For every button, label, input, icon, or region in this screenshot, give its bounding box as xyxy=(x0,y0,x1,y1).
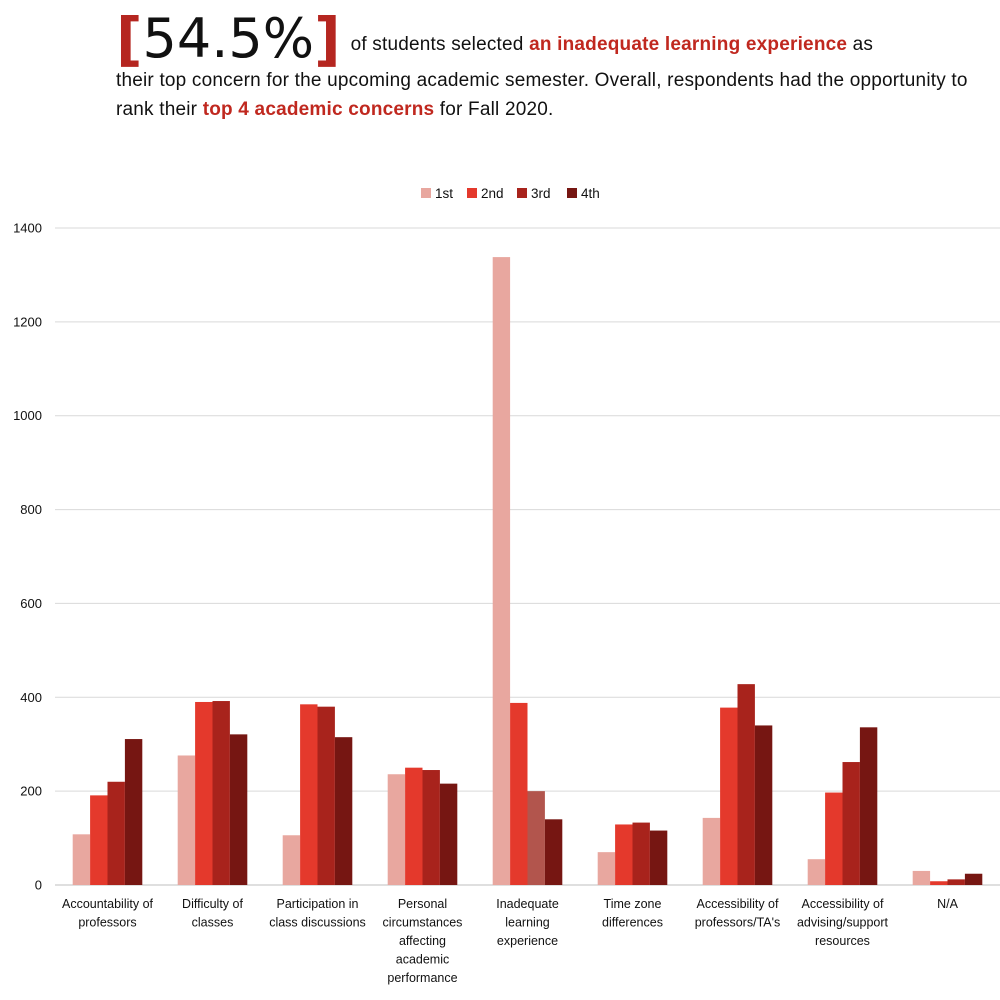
y-tick-label: 800 xyxy=(20,502,42,517)
bar-3rd-7 xyxy=(842,762,860,885)
legend-label-3rd: 3rd xyxy=(531,186,551,201)
x-tick-label: Inadequate xyxy=(496,897,559,911)
headline: [ 54.5% ] of students selected an inadeq… xyxy=(116,4,986,124)
bar-3rd-6 xyxy=(737,684,755,885)
headline-text-b1: as xyxy=(847,34,874,55)
x-tick-label: affecting xyxy=(399,934,446,948)
x-tick-label: Time zone xyxy=(604,897,662,911)
bracket-close: ] xyxy=(314,5,341,73)
bar-4th-0 xyxy=(124,739,143,885)
x-tick-label: Accountability of xyxy=(62,897,154,911)
y-tick-label: 1000 xyxy=(13,408,42,423)
headline-text-c: for Fall 2020. xyxy=(434,99,554,120)
bar-1st-7 xyxy=(807,859,826,885)
x-tick-label: differences xyxy=(602,916,663,930)
headline-body: their top concern for the upcoming acade… xyxy=(116,66,986,124)
bar-3rd-8 xyxy=(947,879,965,885)
headline-highlight-b: top 4 academic concerns xyxy=(202,99,435,120)
bar-4th-7 xyxy=(859,727,878,885)
bar-2nd-2 xyxy=(300,704,318,885)
bar-2nd-4 xyxy=(510,702,528,885)
x-tick-label: circumstances xyxy=(383,916,463,930)
bar-3rd-0 xyxy=(107,781,125,885)
bar-4th-3 xyxy=(439,783,458,885)
bar-2nd-3 xyxy=(405,767,423,885)
bar-4th-2 xyxy=(334,737,353,885)
bar-4th-4 xyxy=(544,819,563,885)
x-tick-label: resources xyxy=(815,934,870,948)
legend-swatch-1st xyxy=(421,188,431,198)
bar-1st-6 xyxy=(702,817,721,885)
x-tick-label: Difficulty of xyxy=(182,897,243,911)
y-tick-label: 1400 xyxy=(13,221,42,236)
y-tick-label: 200 xyxy=(20,784,42,799)
legend-swatch-2nd xyxy=(467,188,477,198)
headline-text-b: their top concern for the upcoming acade… xyxy=(116,70,968,120)
bar-2nd-6 xyxy=(720,707,738,885)
bar-3rd-5 xyxy=(632,822,650,885)
x-tick-label: N/A xyxy=(937,897,959,911)
headline-highlight-a: an inadequate learning experience xyxy=(529,34,848,55)
x-tick-label: Personal xyxy=(398,897,447,911)
legend-label-2nd: 2nd xyxy=(481,186,504,201)
stat-value: 54.5% xyxy=(142,7,315,70)
x-tick-label: learning xyxy=(505,916,550,930)
bar-2nd-7 xyxy=(825,792,843,885)
bar-3rd-4 xyxy=(527,791,545,885)
x-tick-label: experience xyxy=(497,934,558,948)
bar-1st-4 xyxy=(492,257,511,885)
x-tick-label: performance xyxy=(387,971,457,985)
legend-label-1st: 1st xyxy=(435,186,453,201)
bar-1st-8 xyxy=(912,870,931,885)
x-tick-label: academic xyxy=(396,953,450,967)
y-tick-label: 0 xyxy=(35,878,42,893)
legend-swatch-4th xyxy=(567,188,577,198)
y-tick-label: 600 xyxy=(20,596,42,611)
bar-4th-8 xyxy=(964,873,983,885)
bar-1st-5 xyxy=(597,852,616,885)
headline-stat: [ 54.5% ] xyxy=(116,5,341,73)
bar-2nd-1 xyxy=(195,701,213,885)
bar-1st-2 xyxy=(282,835,301,885)
y-tick-label: 1200 xyxy=(13,314,42,329)
x-tick-label: professors xyxy=(78,916,136,930)
x-tick-label: Accessibility of xyxy=(697,897,779,911)
headline-line1: of students selected an inadequate learn… xyxy=(351,30,874,66)
y-tick-label: 400 xyxy=(20,690,42,705)
bar-4th-1 xyxy=(229,734,248,885)
bar-1st-0 xyxy=(72,834,91,885)
bar-3rd-3 xyxy=(422,770,440,885)
bar-2nd-0 xyxy=(90,795,108,885)
legend-swatch-3rd xyxy=(517,188,527,198)
bracket-open: [ xyxy=(116,5,143,73)
x-tick-label: classes xyxy=(192,916,234,930)
x-tick-label: advising/support xyxy=(797,916,889,930)
bar-4th-5 xyxy=(649,830,668,885)
x-tick-label: class discussions xyxy=(269,916,366,930)
headline-text-a: of students selected xyxy=(350,34,530,55)
bar-1st-1 xyxy=(177,755,196,885)
bar-3rd-2 xyxy=(317,706,335,885)
bar-2nd-8 xyxy=(930,881,948,885)
x-tick-label: Participation in xyxy=(277,897,359,911)
legend-label-4th: 4th xyxy=(581,186,600,201)
x-tick-label: Accessibility of xyxy=(802,897,884,911)
bar-2nd-5 xyxy=(615,824,633,885)
bar-4th-6 xyxy=(754,725,773,885)
bar-1st-3 xyxy=(387,774,406,885)
x-tick-label: professors/TA's xyxy=(695,916,781,930)
bar-3rd-1 xyxy=(212,701,230,885)
